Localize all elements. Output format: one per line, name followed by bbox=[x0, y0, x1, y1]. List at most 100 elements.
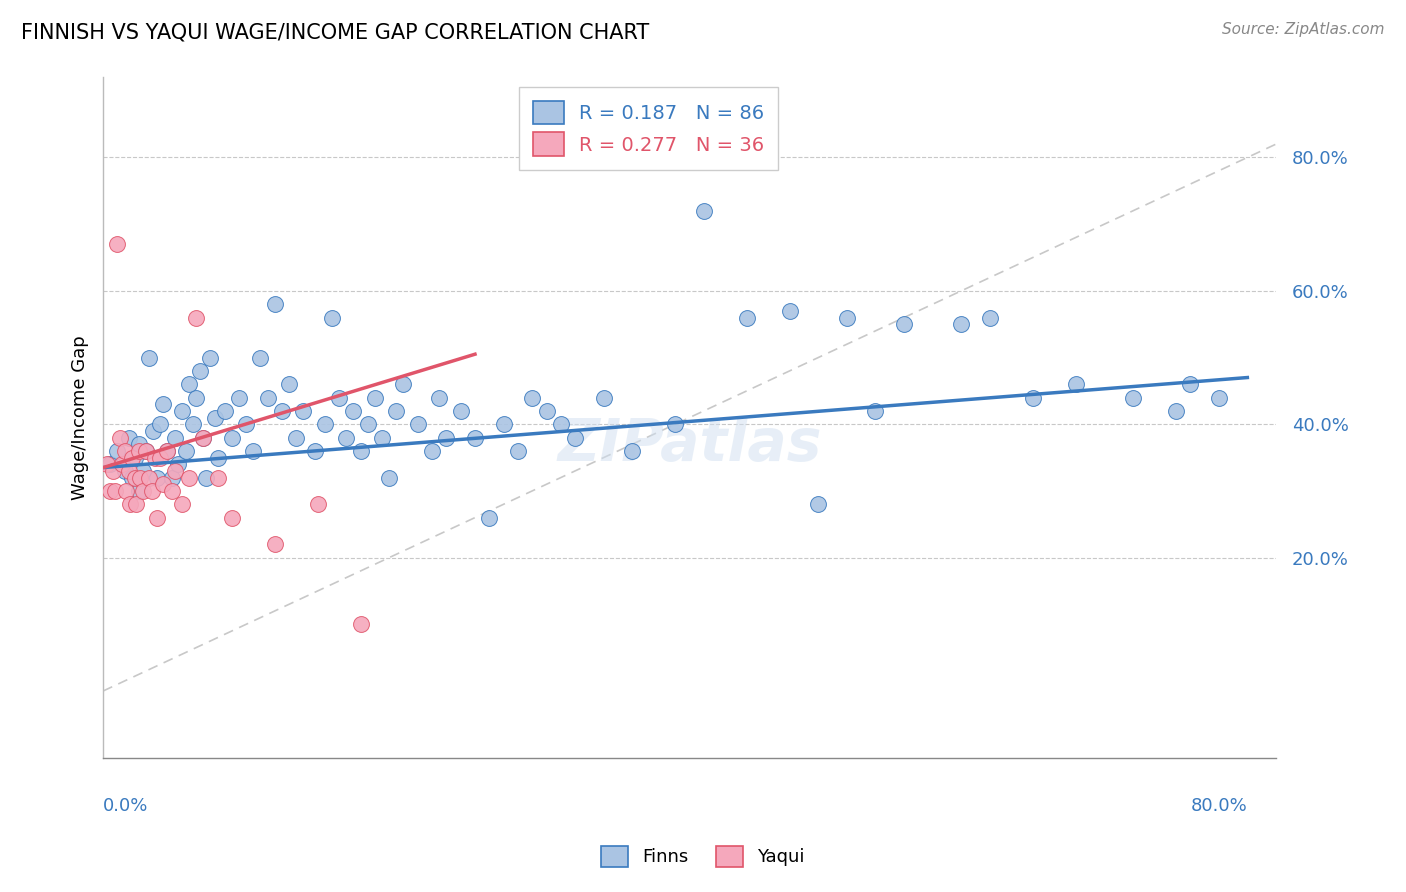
Point bbox=[592, 391, 614, 405]
Point bbox=[118, 464, 141, 478]
Legend: R = 0.187   N = 86, R = 0.277   N = 36: R = 0.187 N = 86, R = 0.277 N = 36 bbox=[519, 87, 778, 169]
Text: 80.0%: 80.0% bbox=[1191, 797, 1247, 814]
Point bbox=[1022, 391, 1045, 405]
Text: ZIPatlas: ZIPatlas bbox=[557, 417, 821, 474]
Point bbox=[110, 431, 132, 445]
Point bbox=[184, 310, 207, 325]
Point bbox=[152, 477, 174, 491]
Point bbox=[522, 391, 544, 405]
Point bbox=[392, 377, 415, 392]
Point bbox=[492, 417, 515, 432]
Text: FINNISH VS YAQUI WAGE/INCOME GAP CORRELATION CHART: FINNISH VS YAQUI WAGE/INCOME GAP CORRELA… bbox=[21, 22, 650, 42]
Y-axis label: Wage/Income Gap: Wage/Income Gap bbox=[72, 335, 89, 500]
Point bbox=[321, 310, 343, 325]
Point bbox=[664, 417, 686, 432]
Point bbox=[235, 417, 257, 432]
Point bbox=[125, 497, 148, 511]
Legend: Finns, Yaqui: Finns, Yaqui bbox=[593, 838, 813, 874]
Point bbox=[385, 404, 408, 418]
Point bbox=[107, 237, 129, 252]
Point bbox=[132, 464, 155, 478]
Point bbox=[342, 404, 364, 418]
Point bbox=[149, 417, 172, 432]
Point bbox=[101, 464, 124, 478]
Point bbox=[118, 431, 141, 445]
Text: 0.0%: 0.0% bbox=[103, 797, 149, 814]
Point bbox=[149, 450, 172, 465]
Point bbox=[263, 297, 285, 311]
Point bbox=[166, 457, 188, 471]
Point bbox=[156, 443, 179, 458]
Point bbox=[406, 417, 429, 432]
Point bbox=[427, 391, 450, 405]
Point bbox=[107, 443, 129, 458]
Text: Source: ZipAtlas.com: Source: ZipAtlas.com bbox=[1222, 22, 1385, 37]
Point bbox=[163, 431, 186, 445]
Point bbox=[292, 404, 315, 418]
Point bbox=[1208, 391, 1230, 405]
Point bbox=[450, 404, 472, 418]
Point bbox=[163, 464, 186, 478]
Point bbox=[693, 203, 716, 218]
Point bbox=[193, 431, 215, 445]
Point bbox=[1164, 404, 1187, 418]
Point bbox=[190, 364, 212, 378]
Point bbox=[174, 443, 197, 458]
Point bbox=[200, 351, 222, 365]
Point bbox=[1122, 391, 1144, 405]
Point bbox=[156, 443, 179, 458]
Point bbox=[170, 497, 193, 511]
Point bbox=[865, 404, 887, 418]
Point bbox=[177, 470, 200, 484]
Point bbox=[193, 431, 215, 445]
Point bbox=[128, 483, 150, 498]
Point bbox=[152, 397, 174, 411]
Point bbox=[364, 391, 387, 405]
Point bbox=[307, 497, 329, 511]
Point bbox=[98, 457, 121, 471]
Point bbox=[1064, 377, 1087, 392]
Point bbox=[285, 431, 308, 445]
Point bbox=[138, 351, 160, 365]
Point bbox=[115, 483, 138, 498]
Point bbox=[779, 303, 801, 318]
Point bbox=[371, 431, 394, 445]
Point bbox=[506, 443, 529, 458]
Point bbox=[835, 310, 858, 325]
Point bbox=[256, 391, 278, 405]
Point bbox=[278, 377, 301, 392]
Point bbox=[128, 443, 150, 458]
Point bbox=[735, 310, 758, 325]
Point bbox=[128, 437, 150, 451]
Point bbox=[221, 510, 243, 524]
Point bbox=[349, 617, 371, 632]
Point bbox=[121, 470, 143, 484]
Point bbox=[204, 410, 226, 425]
Point bbox=[314, 417, 336, 432]
Point bbox=[146, 510, 169, 524]
Point bbox=[207, 470, 229, 484]
Point bbox=[207, 450, 229, 465]
Point bbox=[263, 537, 285, 551]
Point bbox=[807, 497, 830, 511]
Point bbox=[221, 431, 243, 445]
Point bbox=[893, 317, 915, 331]
Point bbox=[228, 391, 250, 405]
Point bbox=[214, 404, 236, 418]
Point bbox=[121, 450, 143, 465]
Point bbox=[103, 483, 125, 498]
Point bbox=[420, 443, 443, 458]
Point bbox=[478, 510, 501, 524]
Point bbox=[98, 483, 121, 498]
Point bbox=[114, 464, 136, 478]
Point bbox=[170, 404, 193, 418]
Point bbox=[564, 431, 586, 445]
Point bbox=[132, 483, 155, 498]
Point bbox=[550, 417, 572, 432]
Point bbox=[135, 443, 157, 458]
Point bbox=[621, 443, 644, 458]
Point bbox=[536, 404, 558, 418]
Point bbox=[135, 443, 157, 458]
Point bbox=[124, 450, 146, 465]
Point bbox=[142, 424, 165, 438]
